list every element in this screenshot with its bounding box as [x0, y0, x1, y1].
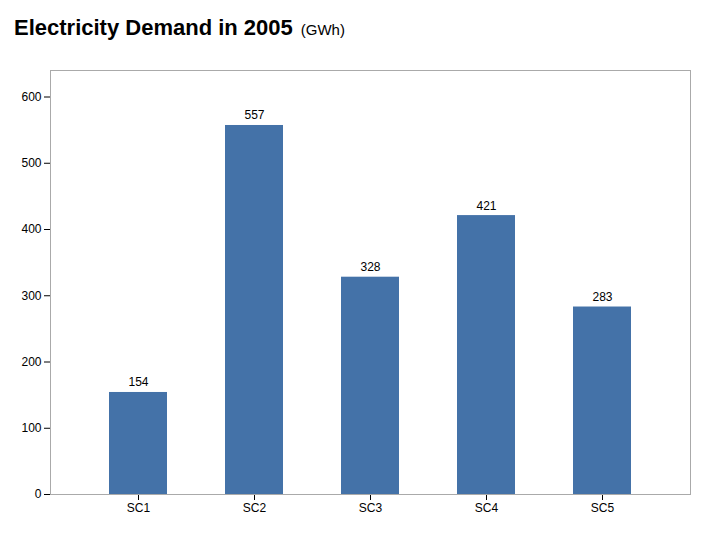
- svg-text:400: 400: [21, 222, 41, 236]
- svg-text:557: 557: [244, 108, 264, 122]
- svg-text:328: 328: [360, 260, 380, 274]
- svg-text:SC5: SC5: [591, 501, 615, 515]
- svg-text:100: 100: [21, 421, 41, 435]
- svg-text:154: 154: [128, 375, 148, 389]
- svg-text:SC1: SC1: [127, 501, 151, 515]
- svg-text:SC2: SC2: [243, 501, 267, 515]
- svg-text:300: 300: [21, 289, 41, 303]
- svg-text:200: 200: [21, 355, 41, 369]
- svg-text:600: 600: [21, 90, 41, 104]
- html-text:Electricity Demand in 2005 (GW: Electricity Demand in 2005 (GWh): [14, 15, 345, 40]
- svg-text:500: 500: [21, 156, 41, 170]
- svg-text:0: 0: [35, 487, 42, 501]
- svg-text:283: 283: [592, 290, 612, 304]
- svg-text:SC3: SC3: [359, 501, 383, 515]
- svg-text:SC4: SC4: [475, 501, 499, 515]
- svg-text:421: 421: [476, 199, 496, 213]
